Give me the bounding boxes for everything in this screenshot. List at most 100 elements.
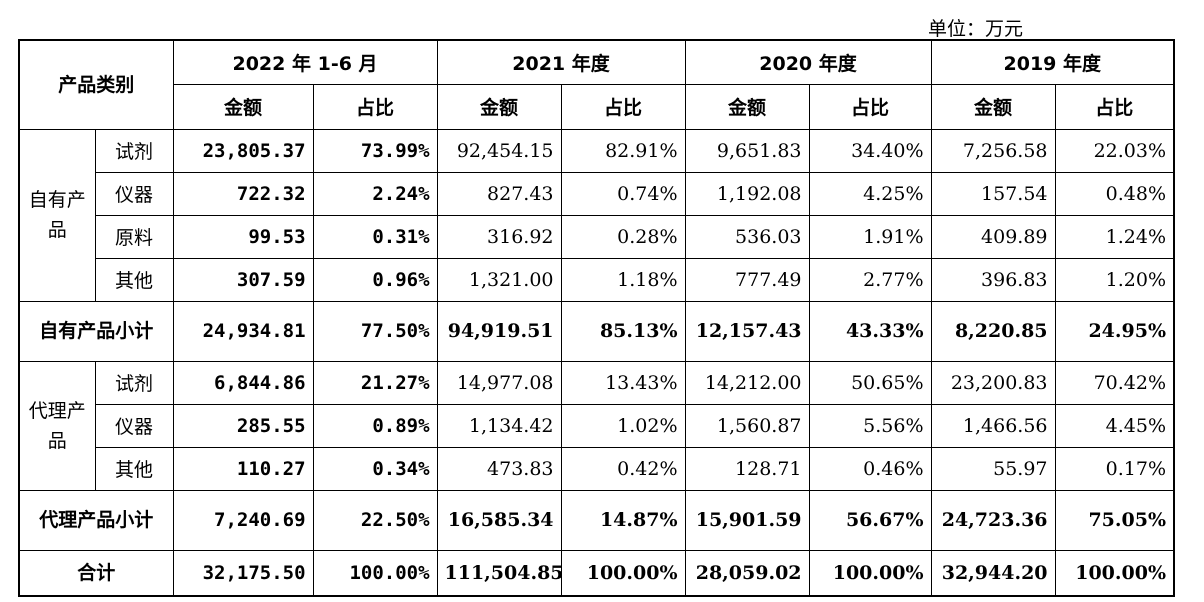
cell-value: 9,651.83 — [684, 128, 810, 173]
row-item: 其他 — [94, 446, 174, 491]
total-label: 合计 — [18, 549, 174, 597]
cell-value: 0.96% — [312, 257, 438, 302]
subtotal-row-agency: 代理产品小计 7,240.69 22.50% 16,585.34 14.87% … — [18, 489, 1175, 551]
cell-value: 0.74% — [560, 171, 686, 216]
cell-value: 12,157.43 — [684, 300, 810, 362]
cell-value: 32,175.50 — [172, 549, 314, 597]
cell-value: 722.32 — [172, 171, 314, 216]
cell-value: 100.00% — [1054, 549, 1175, 597]
product-sales-table: 产品类别 2022 年 1-6 月 2021 年度 2020 年度 2019 年… — [18, 39, 1176, 597]
cell-value: 0.28% — [560, 214, 686, 259]
cell-value: 7,256.58 — [930, 128, 1056, 173]
cell-value: 6,844.86 — [172, 360, 314, 405]
cell-value: 85.13% — [560, 300, 686, 362]
cell-value: 22.50% — [312, 489, 438, 551]
cell-value: 1.20% — [1054, 257, 1175, 302]
table-row: 仪器 285.55 0.89% 1,134.42 1.02% 1,560.87 … — [19, 403, 1175, 448]
cell-value: 82.91% — [560, 128, 686, 173]
cell-value: 34.40% — [808, 128, 932, 173]
cell-value: 1.24% — [1054, 214, 1175, 259]
table-row: 其他 110.27 0.34% 473.83 0.42% 128.71 0.46… — [19, 446, 1175, 491]
header-ratio: 占比 — [1054, 83, 1175, 130]
cell-value: 21.27% — [312, 360, 438, 405]
subtotal-label: 代理产品小计 — [18, 489, 174, 551]
cell-value: 827.43 — [436, 171, 562, 216]
header-period-2021: 2021 年度 — [436, 39, 686, 85]
cell-value: 110.27 — [172, 446, 314, 491]
cell-value: 28,059.02 — [684, 549, 810, 597]
cell-value: 56.67% — [808, 489, 932, 551]
cell-value: 409.89 — [930, 214, 1056, 259]
cell-value: 50.65% — [808, 360, 932, 405]
header-amount: 金额 — [172, 83, 314, 130]
cell-value: 100.00% — [808, 549, 932, 597]
cell-value: 0.89% — [312, 403, 438, 448]
header-period-2020: 2020 年度 — [684, 39, 932, 85]
header-period-2022h1: 2022 年 1-6 月 — [172, 39, 438, 85]
header-category: 产品类别 — [18, 39, 174, 130]
cell-value: 100.00% — [312, 549, 438, 597]
table-row: 其他 307.59 0.96% 1,321.00 1.18% 777.49 2.… — [19, 257, 1175, 302]
cell-value: 1,134.42 — [436, 403, 562, 448]
cell-value: 1.18% — [560, 257, 686, 302]
cell-value: 99.53 — [172, 214, 314, 259]
cell-value: 0.34% — [312, 446, 438, 491]
cell-value: 536.03 — [684, 214, 810, 259]
cell-value: 1,466.56 — [930, 403, 1056, 448]
cell-value: 73.99% — [312, 128, 438, 173]
group-own-products: 自有产品 — [18, 128, 96, 302]
total-row: 合计 32,175.50 100.00% 111,504.85 100.00% … — [18, 549, 1175, 597]
header-amount: 金额 — [684, 83, 810, 130]
cell-value: 1,192.08 — [684, 171, 810, 216]
cell-value: 14,977.08 — [436, 360, 562, 405]
cell-value: 307.59 — [172, 257, 314, 302]
cell-value: 0.42% — [560, 446, 686, 491]
subtotal-label: 自有产品小计 — [18, 300, 174, 362]
header-ratio: 占比 — [560, 83, 686, 130]
row-item: 仪器 — [94, 403, 174, 448]
cell-value: 14,212.00 — [684, 360, 810, 405]
header-row-metrics: 金额 占比 金额 占比 金额 占比 金额 占比 — [19, 83, 1175, 130]
cell-value: 15,901.59 — [684, 489, 810, 551]
cell-value: 5.56% — [808, 403, 932, 448]
cell-value: 77.50% — [312, 300, 438, 362]
unit-label: 单位：万元 — [928, 18, 1024, 40]
cell-value: 13.43% — [560, 360, 686, 405]
cell-value: 777.49 — [684, 257, 810, 302]
cell-value: 23,805.37 — [172, 128, 314, 173]
cell-value: 0.48% — [1054, 171, 1175, 216]
cell-value: 111,504.85 — [436, 549, 564, 597]
cell-value: 1.91% — [808, 214, 932, 259]
cell-value: 24.95% — [1054, 300, 1175, 362]
group-agency-products: 代理产品 — [18, 360, 96, 491]
row-item: 其他 — [94, 257, 174, 302]
table-row: 自有产品 试剂 23,805.37 73.99% 92,454.15 82.91… — [18, 128, 1175, 302]
cell-value: 157.54 — [930, 171, 1056, 216]
cell-value: 14.87% — [560, 489, 686, 551]
cell-value: 0.46% — [808, 446, 932, 491]
cell-value: 92,454.15 — [436, 128, 562, 173]
subtotal-row-own: 自有产品小计 24,934.81 77.50% 94,919.51 85.13%… — [18, 300, 1175, 362]
row-item: 试剂 — [94, 128, 174, 173]
cell-value: 24,723.36 — [930, 489, 1056, 551]
row-item: 原料 — [94, 214, 174, 259]
row-item: 试剂 — [94, 360, 174, 405]
cell-value: 22.03% — [1054, 128, 1175, 173]
header-amount: 金额 — [930, 83, 1056, 130]
cell-value: 396.83 — [930, 257, 1056, 302]
header-amount: 金额 — [436, 83, 562, 130]
cell-value: 32,944.20 — [930, 549, 1056, 597]
cell-value: 24,934.81 — [172, 300, 314, 362]
cell-value: 23,200.83 — [930, 360, 1056, 405]
cell-value: 94,919.51 — [436, 300, 562, 362]
header-ratio: 占比 — [808, 83, 932, 130]
cell-value: 316.92 — [436, 214, 562, 259]
header-row-periods: 产品类别 2022 年 1-6 月 2021 年度 2020 年度 2019 年… — [18, 39, 1175, 130]
cell-value: 1.02% — [560, 403, 686, 448]
cell-value: 1,321.00 — [436, 257, 562, 302]
cell-value: 8,220.85 — [930, 300, 1056, 362]
cell-value: 1,560.87 — [684, 403, 810, 448]
cell-value: 75.05% — [1054, 489, 1175, 551]
cell-value: 2.24% — [312, 171, 438, 216]
cell-value: 7,240.69 — [172, 489, 314, 551]
